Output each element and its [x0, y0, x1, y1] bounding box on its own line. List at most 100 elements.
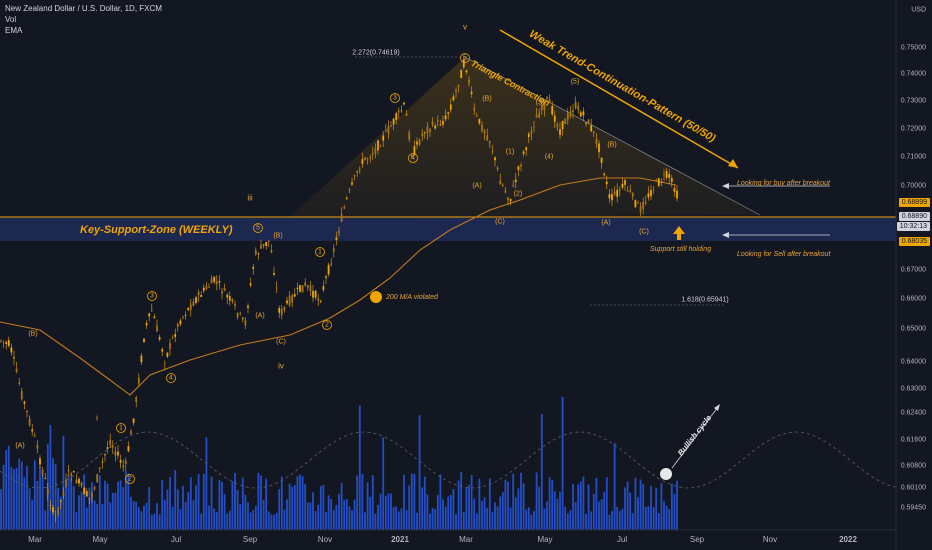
candle-body: [234, 303, 236, 306]
volume-bar: [10, 466, 13, 530]
volume-bar: [80, 491, 83, 530]
wave-circle: [147, 291, 157, 301]
candle-body: [23, 401, 26, 404]
volume-bar: [280, 476, 283, 530]
month-tick: May: [92, 535, 108, 544]
candle-body: [335, 237, 338, 241]
buy-arrow-head: [722, 183, 729, 189]
volume-bar: [663, 500, 665, 530]
candle-body: [249, 283, 252, 286]
month-tick: May: [537, 535, 553, 544]
wave-label: 1: [318, 248, 322, 256]
volume-bar: [299, 474, 301, 530]
candle-body: [148, 313, 151, 317]
candle-body: [101, 461, 104, 463]
candle-body: [327, 264, 330, 275]
candle-body: [5, 342, 8, 344]
wave-label: (3): [535, 99, 545, 107]
volume-bar: [509, 507, 512, 530]
candle-body: [507, 197, 509, 201]
volume-bar: [252, 509, 255, 530]
ema-indicator-label[interactable]: EMA: [5, 26, 23, 35]
volume-bar: [257, 472, 260, 530]
candle-body: [44, 478, 47, 479]
candle-body: [301, 285, 304, 293]
candle-body: [244, 320, 247, 326]
wave-label: 3: [393, 94, 397, 102]
candle-body: [135, 397, 138, 402]
candle-body: [436, 120, 439, 122]
volume-bar: [395, 506, 398, 530]
candle-body: [673, 188, 676, 192]
price-tag-lower: 0.68035: [898, 237, 930, 246]
volume-bar: [111, 492, 114, 530]
candle-body: [33, 435, 36, 437]
volume-bar: [343, 499, 346, 530]
volume-bar: [592, 493, 595, 530]
candle-body: [403, 102, 405, 105]
volume-bar: [283, 509, 286, 530]
volume-bar: [577, 484, 580, 530]
candle-body: [426, 126, 429, 134]
candle-body: [564, 118, 567, 124]
candle-body: [275, 287, 278, 289]
volume-bar: [93, 500, 96, 530]
wave-label: (A): [472, 182, 482, 190]
candle-body: [13, 357, 15, 359]
month-tick: 2022: [839, 535, 857, 544]
volume-bar: [595, 477, 598, 530]
candle-body: [54, 515, 57, 517]
price-tag-timer: 10:32:13: [896, 222, 930, 231]
volume-bar: [538, 486, 541, 530]
candle-body: [405, 114, 408, 116]
candle-body: [130, 431, 132, 435]
candle-body: [444, 115, 447, 120]
vol-indicator-label[interactable]: Vol: [5, 15, 17, 24]
volume-bar: [130, 496, 132, 530]
fib-bottom-label: 1.618(0.65941): [681, 296, 729, 304]
volume-bar: [353, 499, 356, 530]
candle-body: [119, 460, 122, 463]
month-tick: Jul: [170, 535, 182, 544]
ema-line: [0, 177, 677, 396]
volume-bar: [83, 474, 86, 530]
volume-bar: [408, 485, 411, 530]
candle-body: [579, 112, 582, 117]
candle-body: [322, 286, 325, 290]
wave-label: (4): [544, 153, 554, 161]
candle-body: [197, 291, 200, 295]
volume-bar: [387, 493, 390, 530]
key-support-zone: [0, 217, 896, 241]
ma-violated-note: 200 M/A violated: [386, 294, 438, 301]
candle-body: [213, 276, 216, 282]
price-tick: 0.65000: [900, 325, 926, 333]
bullish-cycle-dot: [660, 468, 672, 480]
wave-label: 2: [325, 321, 329, 329]
volume-bar: [314, 510, 317, 530]
volume-bar: [296, 476, 299, 530]
candle-body: [395, 113, 398, 120]
volume-bar: [442, 499, 444, 530]
candle-body: [278, 308, 281, 313]
volume-bar: [208, 505, 210, 530]
candle-body: [431, 121, 434, 125]
volume-bar: [228, 510, 231, 530]
candle-body: [257, 253, 260, 255]
candle-body: [517, 166, 520, 170]
candle-body: [299, 285, 301, 292]
candle-body: [93, 487, 96, 489]
candle-body: [442, 121, 444, 125]
candle-body: [325, 276, 327, 278]
volume-bar: [517, 488, 520, 530]
volume-bar: [98, 475, 101, 530]
candle-body: [200, 294, 203, 297]
candle-body: [309, 285, 312, 292]
volume-bar: [20, 461, 23, 530]
volume-bar: [166, 489, 169, 530]
volume-bar: [468, 484, 470, 530]
candle-body: [434, 125, 437, 129]
volume-bar: [5, 450, 8, 530]
candle-body: [293, 294, 296, 297]
month-tick: 2021: [391, 535, 409, 544]
